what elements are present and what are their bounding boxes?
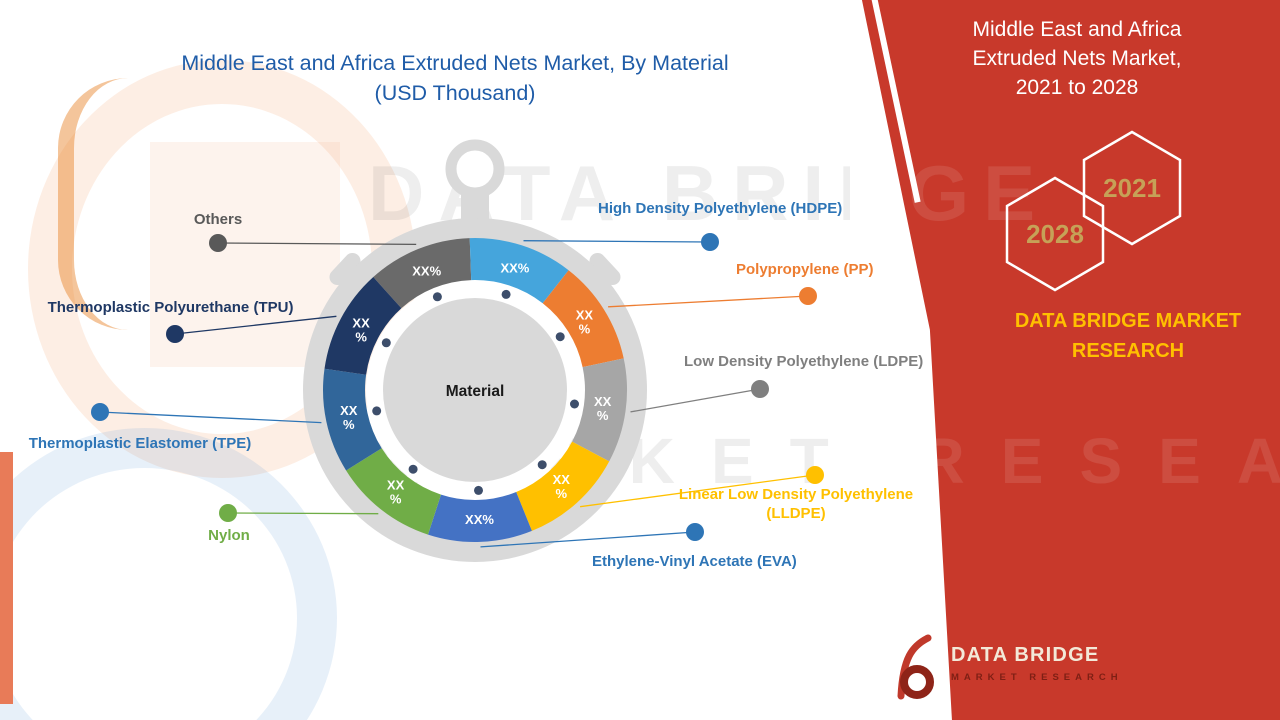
segment-value-label: XX%	[553, 472, 571, 501]
pie-segment-6	[428, 492, 532, 543]
pie-segment-2	[469, 238, 569, 304]
segment-value-label: XX%	[412, 263, 441, 278]
callout-line	[608, 295, 809, 308]
ring-dot	[408, 464, 418, 474]
callout-dot	[806, 466, 824, 484]
chart-title: Middle East and Africa Extruded Nets Mar…	[181, 51, 729, 75]
callout-line	[480, 531, 696, 548]
segment-value-label: XX%	[576, 308, 594, 337]
segment-label-6: Ethylene-Vinyl Acetate (EVA)	[592, 553, 797, 570]
ring-dot	[537, 460, 547, 470]
ring-dot	[372, 406, 382, 416]
ring-dot	[432, 292, 442, 302]
year-2021-label: 2021	[1103, 173, 1161, 203]
ring-dot	[474, 485, 483, 495]
hexagon-2021	[1082, 130, 1182, 246]
chart-title-block: Middle East and Africa Extruded Nets Mar…	[130, 48, 780, 108]
banner-title: Middle East and Africa Extruded Nets Mar…	[972, 18, 1182, 99]
callout-dot	[701, 233, 719, 251]
pie-segment-5	[516, 441, 610, 531]
stopwatch-crown	[445, 139, 505, 199]
pie-segment-4	[572, 358, 628, 462]
decorative-blue-ring	[0, 428, 337, 720]
year-hexagons: 2028 2021	[1005, 130, 1182, 292]
callout-dot	[751, 380, 769, 398]
hexagon-2028	[1005, 176, 1105, 292]
segment-label-3: Polypropylene (PP)	[736, 261, 874, 278]
callout-dot	[686, 523, 704, 541]
ring-dot	[570, 399, 579, 409]
ring-dot	[501, 289, 511, 299]
year-2028-label: 2028	[1026, 219, 1084, 249]
segment-value-label: XX%	[594, 394, 612, 423]
segment-value-label: XX%	[387, 478, 405, 507]
callout-line	[630, 388, 761, 413]
chart-subtitle: (USD Thousand)	[374, 81, 536, 106]
decorative-orange-stroke	[58, 78, 204, 330]
segment-value-label: XX%	[465, 512, 494, 527]
footer-logo-text: DATA BRIDGE MARKET RESEARCH	[951, 644, 1123, 683]
decorative-orange-bar	[0, 452, 13, 704]
segment-label-2: High Density Polyethylene (HDPE)	[598, 200, 843, 217]
callout-dot	[799, 287, 817, 305]
callout-line	[580, 474, 816, 508]
segment-label-4: Low Density Polyethylene (LDPE)	[684, 353, 924, 370]
logo-bowl	[900, 665, 934, 699]
callout-line	[523, 240, 711, 243]
brand-name-text: DATA BRIDGE MARKET RESEARCH	[1014, 310, 1242, 362]
pie-segment-3	[542, 270, 624, 368]
footer-logo-name: DATA BRIDGE	[951, 644, 1100, 666]
decorative-peach-block	[150, 142, 340, 367]
ring-dot	[555, 332, 565, 342]
chart-center-label: Material	[446, 383, 505, 400]
footer-logo-tagline: MARKET RESEARCH	[951, 672, 1123, 683]
segment-label-5: Linear Low Density Polyethylene (LLDPE)	[678, 486, 914, 522]
pie-segment-7	[346, 448, 441, 535]
segment-value-label: XX%	[500, 260, 529, 275]
databridge-logo-icon	[897, 634, 934, 700]
chart-center-disc	[383, 298, 567, 482]
stopwatch-crown-stem	[461, 190, 489, 228]
stopwatch-lug-right	[589, 252, 621, 286]
